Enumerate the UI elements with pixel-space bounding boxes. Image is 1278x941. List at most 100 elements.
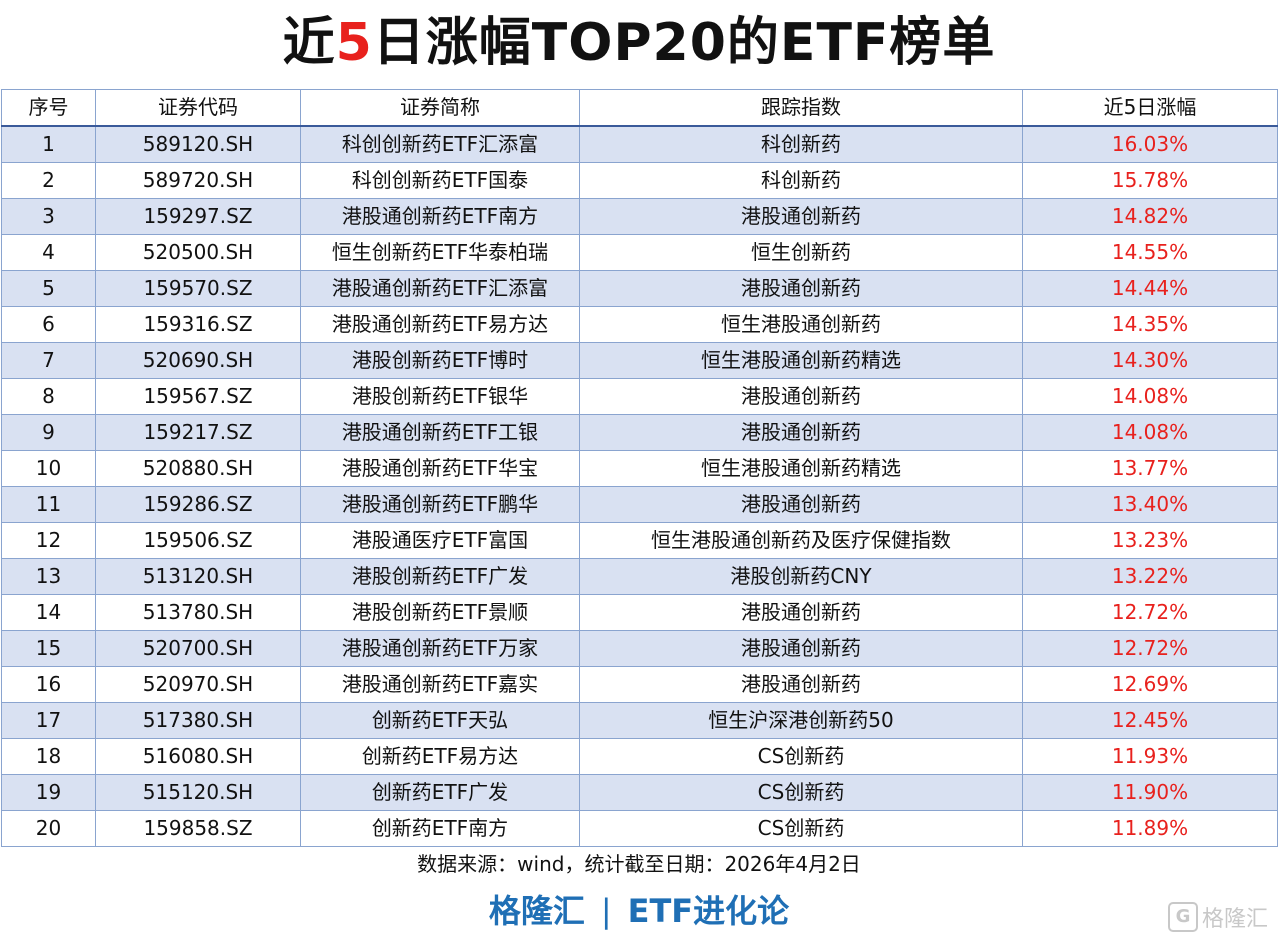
- cell-rank: 6: [1, 306, 96, 343]
- cell-code: 159570.SZ: [95, 270, 301, 307]
- cell-return: 11.90%: [1022, 774, 1278, 811]
- table-row: 8 159567.SZ 港股创新药ETF银华 港股通创新药 14.08%: [1, 378, 1278, 415]
- cell-index: 港股通创新药: [579, 270, 1023, 307]
- cell-code: 159286.SZ: [95, 486, 301, 523]
- cell-code: 159506.SZ: [95, 522, 301, 559]
- cell-rank: 13: [1, 558, 96, 595]
- cell-code: 520880.SH: [95, 450, 301, 487]
- table-row: 16 520970.SH 港股通创新药ETF嘉实 港股通创新药 12.69%: [1, 666, 1278, 703]
- table-row: 15 520700.SH 港股通创新药ETF万家 港股通创新药 12.72%: [1, 630, 1278, 667]
- cell-index: CS创新药: [579, 774, 1023, 811]
- cell-name: 创新药ETF易方达: [300, 738, 580, 775]
- cell-code: 159217.SZ: [95, 414, 301, 451]
- cell-index: 恒生港股通创新药及医疗保健指数: [579, 522, 1023, 559]
- table-row: 7 520690.SH 港股创新药ETF博时 恒生港股通创新药精选 14.30%: [1, 342, 1278, 379]
- cell-code: 517380.SH: [95, 702, 301, 739]
- cell-index: 港股通创新药: [579, 414, 1023, 451]
- cell-name: 港股通创新药ETF工银: [300, 414, 580, 451]
- cell-return: 14.08%: [1022, 414, 1278, 451]
- cell-index: CS创新药: [579, 738, 1023, 775]
- cell-name: 港股创新药ETF银华: [300, 378, 580, 415]
- cell-name: 港股通创新药ETF华宝: [300, 450, 580, 487]
- cell-index: 港股通创新药: [579, 630, 1023, 667]
- cell-return: 15.78%: [1022, 162, 1278, 199]
- cell-rank: 1: [1, 125, 96, 163]
- cell-name: 创新药ETF天弘: [300, 702, 580, 739]
- cell-index: 恒生沪深港创新药50: [579, 702, 1023, 739]
- watermark-text: 格隆汇: [1201, 907, 1268, 932]
- cell-return: 14.35%: [1022, 306, 1278, 343]
- cell-index: 港股创新药CNY: [579, 558, 1023, 595]
- header-code: 证券代码: [95, 89, 301, 127]
- table-row: 11 159286.SZ 港股通创新药ETF鹏华 港股通创新药 13.40%: [1, 486, 1278, 523]
- cell-code: 159858.SZ: [95, 810, 301, 847]
- cell-name: 港股创新药ETF景顺: [300, 594, 580, 631]
- cell-name: 港股创新药ETF博时: [300, 342, 580, 379]
- table-body: 1 589120.SH 科创创新药ETF汇添富 科创新药 16.03% 2 589720.S…: [1, 125, 1278, 847]
- cell-rank: 12: [1, 522, 96, 559]
- cell-rank: 5: [1, 270, 96, 307]
- cell-index: 港股通创新药: [579, 198, 1023, 235]
- cell-code: 159297.SZ: [95, 198, 301, 235]
- cell-return: 16.03%: [1022, 125, 1278, 163]
- cell-code: 516080.SH: [95, 738, 301, 775]
- cell-return: 13.40%: [1022, 486, 1278, 523]
- page-title: 近5日涨幅TOP20的ETF榜单: [0, 8, 1278, 78]
- cell-return: 14.55%: [1022, 234, 1278, 271]
- cell-name: 恒生创新药ETF华泰柏瑞: [300, 234, 580, 271]
- cell-rank: 11: [1, 486, 96, 523]
- title-highlight: 5: [335, 13, 373, 73]
- table-row: 18 516080.SH 创新药ETF易方达 CS创新药 11.93%: [1, 738, 1278, 775]
- etf-ranking-table: 序号 证券代码 证券简称 跟踪指数 近5日涨幅 1 589120.SH 科创创新药E…: [1, 89, 1278, 847]
- table-row: 5 159570.SZ 港股通创新药ETF汇添富 港股通创新药 14.44%: [1, 270, 1278, 307]
- cell-name: 科创创新药ETF汇添富: [300, 125, 580, 163]
- title-suffix: 日涨幅TOP20的ETF榜单: [372, 13, 996, 73]
- cell-code: 520700.SH: [95, 630, 301, 667]
- table-row: 17 517380.SH 创新药ETF天弘 恒生沪深港创新药50 12.45%: [1, 702, 1278, 739]
- cell-return: 13.22%: [1022, 558, 1278, 595]
- header-name: 证券简称: [300, 89, 580, 127]
- cell-index: 恒生创新药: [579, 234, 1023, 271]
- footer-column-name: ETF进化论: [627, 892, 790, 930]
- table-row: 9 159217.SZ 港股通创新药ETF工银 港股通创新药 14.08%: [1, 414, 1278, 451]
- footer-brand: 格隆汇 | ETF进化论: [0, 888, 1278, 934]
- cell-return: 11.89%: [1022, 810, 1278, 847]
- table-row: 13 513120.SH 港股创新药ETF广发 港股创新药CNY 13.22%: [1, 558, 1278, 595]
- cell-name: 港股通创新药ETF嘉实: [300, 666, 580, 703]
- header-rank: 序号: [1, 89, 96, 127]
- table-header-row: 序号 证券代码 证券简称 跟踪指数 近5日涨幅: [1, 89, 1278, 127]
- cell-rank: 20: [1, 810, 96, 847]
- cell-index: 港股通创新药: [579, 378, 1023, 415]
- cell-rank: 3: [1, 198, 96, 235]
- cell-code: 589720.SH: [95, 162, 301, 199]
- cell-name: 港股创新药ETF广发: [300, 558, 580, 595]
- table-row: 19 515120.SH 创新药ETF广发 CS创新药 11.90%: [1, 774, 1278, 811]
- footer-brand-name: 格隆汇: [488, 892, 585, 930]
- table-row: 1 589120.SH 科创创新药ETF汇添富 科创新药 16.03%: [1, 125, 1278, 163]
- data-source-note: 数据来源：wind，统计截至日期：2026年4月2日: [417, 852, 861, 876]
- cell-rank: 9: [1, 414, 96, 451]
- title-prefix: 近: [282, 13, 336, 73]
- cell-rank: 15: [1, 630, 96, 667]
- header-return: 近5日涨幅: [1022, 89, 1278, 127]
- cell-code: 520970.SH: [95, 666, 301, 703]
- cell-return: 12.69%: [1022, 666, 1278, 703]
- cell-rank: 16: [1, 666, 96, 703]
- cell-name: 港股通创新药ETF南方: [300, 198, 580, 235]
- cell-name: 港股通创新药ETF万家: [300, 630, 580, 667]
- cell-code: 515120.SH: [95, 774, 301, 811]
- cell-return: 12.72%: [1022, 594, 1278, 631]
- header-index: 跟踪指数: [579, 89, 1023, 127]
- cell-rank: 14: [1, 594, 96, 631]
- table-row: 12 159506.SZ 港股通医疗ETF富国 恒生港股通创新药及医疗保健指数 13.2…: [1, 522, 1278, 559]
- cell-index: 港股通创新药: [579, 594, 1023, 631]
- cell-index: CS创新药: [579, 810, 1023, 847]
- cell-name: 港股通医疗ETF富国: [300, 522, 580, 559]
- cell-name: 科创创新药ETF国泰: [300, 162, 580, 199]
- cell-return: 13.77%: [1022, 450, 1278, 487]
- cell-index: 港股通创新药: [579, 486, 1023, 523]
- cell-index: 恒生港股通创新药精选: [579, 342, 1023, 379]
- cell-name: 港股通创新药ETF汇添富: [300, 270, 580, 307]
- cell-rank: 4: [1, 234, 96, 271]
- watermark: G 格隆汇: [1167, 901, 1268, 933]
